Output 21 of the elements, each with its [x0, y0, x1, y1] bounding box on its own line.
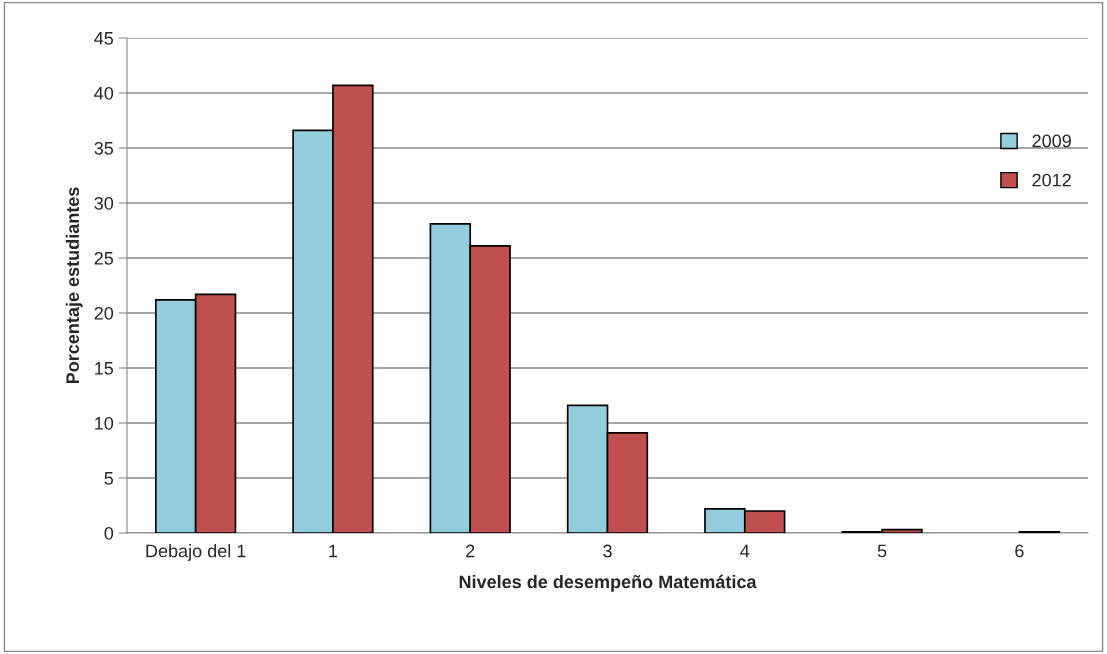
x-tick-label: 2 [466, 544, 475, 558]
x-tick-label: Debajo del 1 [146, 544, 246, 561]
y-tick-label: 0 [104, 526, 114, 540]
x-tick-label: 4 [740, 544, 750, 558]
y-tick-label: 35 [94, 141, 114, 155]
y-tick-label: 15 [95, 362, 114, 375]
y-tick-label: 5 [104, 472, 114, 485]
y-tick-label: 45 [94, 32, 114, 45]
x-tick-label: 6 [1015, 544, 1024, 558]
x-tick-label: 3 [603, 544, 612, 558]
y-tick-label: 30 [94, 196, 114, 210]
legend-label: 2009 [1032, 134, 1071, 148]
legend-label: 2012 [1032, 173, 1071, 187]
y-tick-label: 10 [95, 416, 114, 430]
y-tick-label: 40 [94, 86, 114, 100]
x-tick-label: 1 [329, 544, 338, 558]
y-axis-title: Porcentaje estudiantes [65, 187, 83, 384]
y-tick-label: 20 [94, 306, 114, 320]
x-axis-title: Niveles de desempeño Matemática [459, 574, 757, 592]
x-tick-label: 5 [877, 544, 887, 558]
y-tick-label: 25 [94, 251, 114, 265]
